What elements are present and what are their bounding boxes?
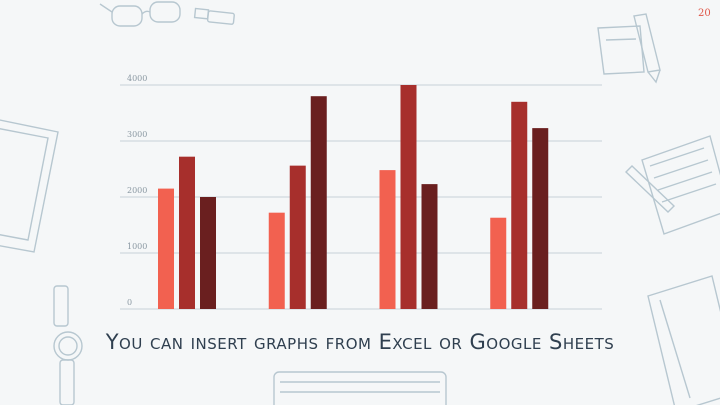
bar-series-1-group-3 xyxy=(379,170,396,309)
bar-chart: 0 1000 2000 3000 4000 xyxy=(120,74,602,310)
bar-series-3-group-1 xyxy=(200,197,216,309)
bar-series-3-group-3 xyxy=(421,184,438,309)
y-tick-label-1: 1000 xyxy=(127,242,147,251)
keyboard-icon xyxy=(273,371,447,405)
sticky-note-icon xyxy=(597,25,645,75)
usb-stick-icon xyxy=(193,7,235,25)
bar-series-2-group-1 xyxy=(179,156,195,309)
y-tick-label-3: 3000 xyxy=(127,130,147,139)
bar-series-1-group-1 xyxy=(158,188,174,309)
y-axis-ticks: 0 1000 2000 3000 4000 xyxy=(127,74,147,307)
chart-bars xyxy=(158,85,549,309)
y-tick-label-0: 0 xyxy=(127,298,132,307)
bar-series-1-group-4 xyxy=(490,217,507,309)
pencil-icon xyxy=(633,13,661,84)
tablet-icon xyxy=(0,119,59,253)
bar-series-2-group-2 xyxy=(289,165,306,309)
slide-caption: You can insert graphs from Excel or Goog… xyxy=(105,330,615,354)
notebook-icon xyxy=(641,135,720,235)
y-tick-label-4: 4000 xyxy=(127,74,147,83)
journal-icon xyxy=(647,275,720,405)
y-tick-label-2: 2000 xyxy=(127,186,147,195)
page-number: 20 xyxy=(698,8,711,19)
wristwatch-icon xyxy=(53,285,83,405)
bar-series-2-group-4 xyxy=(511,101,528,309)
bar-series-1-group-2 xyxy=(268,212,285,309)
bar-series-2-group-3 xyxy=(400,85,417,309)
bar-series-3-group-4 xyxy=(532,128,549,309)
pen-icon xyxy=(624,165,676,213)
bar-series-3-group-2 xyxy=(310,96,327,309)
glasses-icon xyxy=(99,1,181,27)
